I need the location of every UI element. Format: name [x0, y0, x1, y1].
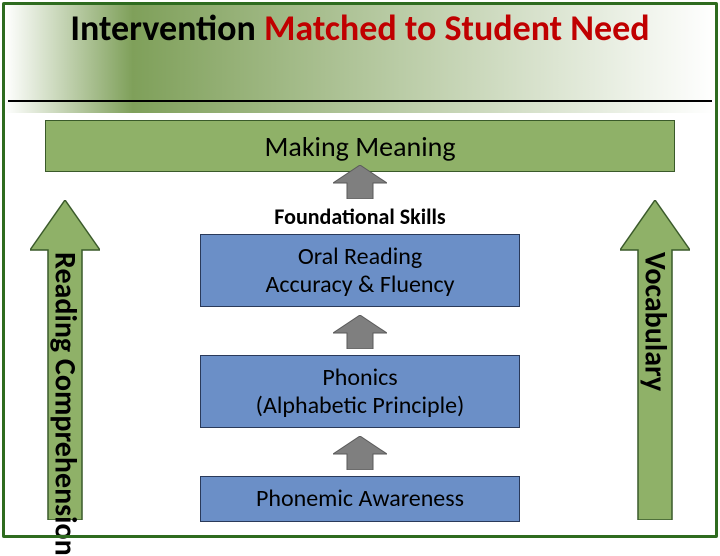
title-underline	[8, 100, 712, 102]
center-column: Foundational Skills Oral ReadingAccuracy…	[160, 205, 560, 530]
title-plain: Intervention	[70, 6, 264, 50]
page-title: Intervention Matched to Student Need	[0, 8, 720, 49]
skill-box-oral-reading: Oral ReadingAccuracy & Fluency	[200, 234, 520, 307]
title-accent: Matched to Student Need	[264, 6, 650, 50]
making-meaning-label: Making Meaning	[264, 129, 455, 164]
arrow-up-icon	[333, 315, 387, 349]
skill-box-phonics: Phonics(Alphabetic Principle)	[200, 355, 520, 428]
left-big-arrow: Reading Comprehension	[30, 200, 100, 520]
right-arrow-label: Vocabulary	[637, 252, 674, 552]
arrow-up-icon	[333, 165, 387, 199]
skill-box-phonemic: Phonemic Awareness	[200, 476, 520, 522]
right-big-arrow: Vocabulary	[620, 200, 690, 520]
arrow-up-icon	[333, 436, 387, 470]
foundational-heading: Foundational Skills	[160, 203, 560, 230]
left-arrow-label: Reading Comprehension	[47, 252, 84, 552]
